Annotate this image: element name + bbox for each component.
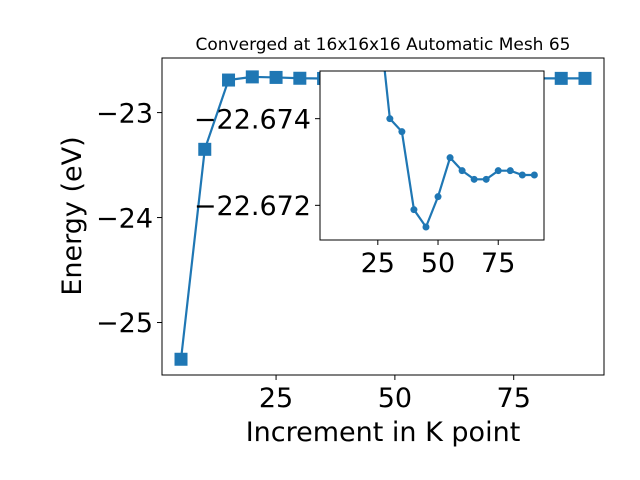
inset-y-ticks: −22.674 −22.672 bbox=[194, 104, 320, 222]
inset-data-point bbox=[434, 193, 442, 201]
y-axis-label: Energy (eV) bbox=[57, 136, 88, 295]
inset-data-point bbox=[518, 171, 526, 179]
inset-plot-frame bbox=[319, 70, 545, 241]
inset-data-point bbox=[422, 223, 430, 231]
inset-data-point bbox=[482, 175, 490, 183]
main-x-tick-label: 50 bbox=[378, 383, 412, 414]
inset-series-layer bbox=[383, 71, 538, 231]
chart-title: Converged at 16x16x16 Automatic Mesh 65 bbox=[196, 35, 571, 55]
inset-x-tick-label: 50 bbox=[421, 248, 455, 279]
inset-x-tick-label: 75 bbox=[481, 248, 515, 279]
inset-data-point bbox=[506, 167, 514, 175]
main-data-point bbox=[578, 71, 592, 85]
x-axis-label: Increment in K point bbox=[246, 417, 521, 448]
inset-data-point bbox=[410, 206, 418, 214]
inset-x-ticks: 25 50 75 bbox=[361, 240, 515, 279]
inset-y-tick-label: −22.672 bbox=[194, 191, 311, 222]
inset-data-point bbox=[458, 167, 466, 175]
main-data-point bbox=[245, 70, 259, 84]
main-x-tick-label: 25 bbox=[259, 383, 293, 414]
inset-y-tick-label: −22.674 bbox=[194, 104, 311, 135]
main-x-ticks: 25 50 75 bbox=[259, 375, 531, 414]
main-plot-frame bbox=[161, 57, 605, 376]
main-data-point bbox=[198, 142, 212, 156]
inset-data-point bbox=[446, 154, 454, 162]
main-y-ticks: −25 −24 −23 bbox=[96, 98, 162, 339]
inset-data-point bbox=[470, 175, 478, 183]
main-data-point bbox=[174, 352, 188, 366]
main-y-tick-label: −24 bbox=[96, 203, 153, 234]
inset-data-point bbox=[494, 167, 502, 175]
inset-data-point bbox=[386, 115, 394, 123]
main-data-point bbox=[222, 73, 236, 87]
main-y-tick-label: −23 bbox=[96, 98, 153, 129]
main-data-point bbox=[554, 71, 568, 85]
inset-x-tick-label: 25 bbox=[361, 248, 395, 279]
main-data-point bbox=[269, 70, 283, 84]
inset-axes: 25 50 75 −22.674 −22.672 bbox=[194, 70, 545, 279]
inset-data-point bbox=[530, 171, 538, 179]
main-data-point bbox=[293, 71, 307, 85]
inset-data-point bbox=[398, 128, 406, 136]
main-y-tick-label: −25 bbox=[96, 308, 153, 339]
main-x-tick-label: 75 bbox=[497, 383, 531, 414]
